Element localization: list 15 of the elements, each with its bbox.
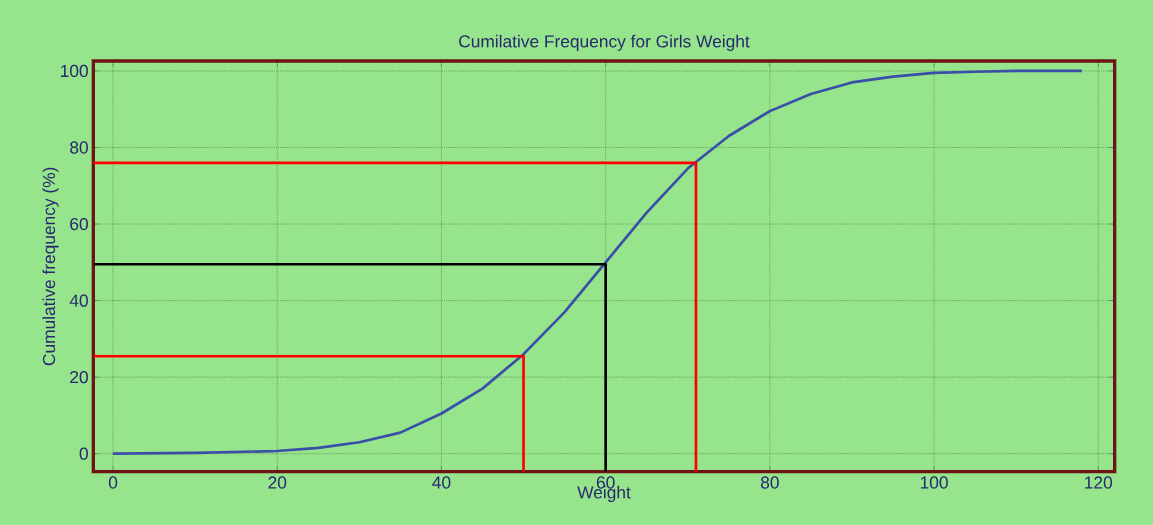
x-tick-label: 0 xyxy=(108,476,118,489)
y-tick-label: 40 xyxy=(69,294,88,307)
chart-title: Cumilative Frequency for Girls Weight xyxy=(459,34,750,51)
y-tick-label: 20 xyxy=(70,370,88,384)
y-tick-label: 60 xyxy=(70,217,88,231)
x-tick-label: 100 xyxy=(920,476,948,489)
y-tick-label: 80 xyxy=(70,141,88,154)
x-tick-label: 40 xyxy=(432,476,451,489)
y-tick-label: 100 xyxy=(61,64,88,78)
y-tick-label: 0 xyxy=(79,447,88,460)
y-axis-title: Cumulative frequency (%) xyxy=(42,167,59,366)
x-tick-label: 120 xyxy=(1085,476,1113,489)
x-tick-label: 20 xyxy=(268,476,287,489)
line-series xyxy=(111,69,1084,456)
x-tick-label: 80 xyxy=(760,476,779,489)
